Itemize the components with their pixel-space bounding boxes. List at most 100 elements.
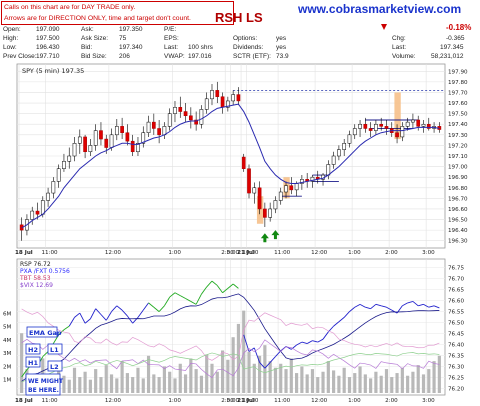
candle-body xyxy=(56,168,61,182)
rsp-segment xyxy=(74,312,81,318)
be-here-label: BE HERE. xyxy=(28,387,59,394)
x-tick-label: 18 Jul xyxy=(15,250,33,256)
volume-bar xyxy=(427,369,431,393)
volume-bar xyxy=(268,361,272,393)
bid-size-label: Bid Size: xyxy=(81,53,107,60)
volume-bar xyxy=(99,377,103,393)
candle-body xyxy=(352,128,357,136)
ask-size-label: Ask Size: xyxy=(81,35,109,42)
rsp-segment xyxy=(428,305,435,308)
rsp-segment xyxy=(121,309,128,317)
candle-body xyxy=(395,132,399,138)
candle-body xyxy=(167,113,172,127)
rsp-segment xyxy=(322,331,329,340)
candle-body xyxy=(294,183,299,191)
bid-value: 197.340 xyxy=(119,44,143,51)
rsp-segment xyxy=(275,350,282,357)
dividends-value: yes xyxy=(276,44,287,51)
price-y-axis: 197.90 197.80 197.70 197.60 197.50 197.40 197.… xyxy=(448,69,468,244)
candle-body xyxy=(278,191,283,201)
candle-body xyxy=(342,143,347,150)
volume-bar xyxy=(120,361,124,393)
rsp-segment xyxy=(381,305,387,308)
ticker-symbol: RSH LS xyxy=(215,10,263,25)
lower-y-tick: 76.25 xyxy=(448,376,464,382)
price-y-tick: 197.80 xyxy=(448,80,468,86)
rsp-segment xyxy=(84,318,91,324)
volume-bar xyxy=(384,369,389,393)
dividends-label: Dividends: xyxy=(233,44,264,51)
rsp-segment xyxy=(349,306,356,312)
volume-bar xyxy=(236,323,241,393)
volume-bar xyxy=(263,345,267,393)
x-tick-label: 12:00 xyxy=(311,398,328,404)
rsp-segment xyxy=(79,312,86,324)
ema-line xyxy=(21,103,440,229)
notice-box: Calls on this chart are for DAY TRADE on… xyxy=(1,1,234,25)
rsp-segment xyxy=(343,311,350,318)
lower-y-tick: 76.75 xyxy=(448,266,464,272)
vix-polyline xyxy=(21,338,440,379)
candle-body xyxy=(300,179,304,184)
candle-body xyxy=(384,126,389,129)
rsp-segment xyxy=(190,301,197,305)
price-y-tick: 196.60 xyxy=(448,207,468,213)
x-tick-label: 3:00 xyxy=(422,250,435,256)
x-tick-label: 3:00 xyxy=(227,398,240,404)
change-percent: -0.18% xyxy=(446,23,472,32)
volume-bar xyxy=(131,377,135,393)
rsp-segment xyxy=(153,306,160,312)
bid-size-value: 206 xyxy=(119,53,130,60)
rsp-segment xyxy=(206,280,213,288)
price-y-tick: 197.50 xyxy=(448,112,468,118)
ask-size-value: 75 xyxy=(119,35,127,42)
rsp-segment xyxy=(142,302,149,311)
rsp-segment xyxy=(63,325,70,331)
prev-close-label: Prev Close: xyxy=(3,53,37,60)
x-tick-label: 1:00 xyxy=(168,250,181,256)
volume-bar xyxy=(162,366,166,393)
h2-box xyxy=(25,343,41,355)
price-y-tick: 197.60 xyxy=(448,101,468,107)
candle-body xyxy=(210,90,214,100)
rsp-segment xyxy=(116,305,123,311)
volume-bar xyxy=(247,351,251,393)
price-y-tick: 197.00 xyxy=(448,165,468,171)
x-tick-label: 1:00 xyxy=(348,250,361,256)
candle-body xyxy=(72,143,77,157)
price-y-tick: 196.80 xyxy=(448,186,468,192)
volume-bar xyxy=(342,367,346,393)
volume-bar xyxy=(173,378,177,393)
x-tick-label: 2:00 xyxy=(221,250,234,256)
x-tick-label: 10:00 xyxy=(242,398,259,404)
notice-line-1: Calls on this chart are for DAY TRADE on… xyxy=(4,4,136,11)
volume-tick: 6M xyxy=(3,311,12,317)
low-label: Low: xyxy=(3,44,17,51)
price-y-tick: 197.40 xyxy=(448,122,468,128)
l1-label: L1 xyxy=(50,346,59,354)
vwap-value: 197.016 xyxy=(188,53,212,60)
rsp-segment xyxy=(185,298,192,302)
ema-polyline xyxy=(21,103,440,229)
candle-body xyxy=(83,136,87,153)
site-url[interactable]: www.cobrasmarketview.com xyxy=(298,2,462,16)
rsp-segment xyxy=(253,347,261,363)
candle-body xyxy=(93,130,98,146)
rsp-segment xyxy=(306,340,313,344)
candle-body xyxy=(310,176,315,182)
price-y-tick: 196.30 xyxy=(448,239,468,245)
rsp-segment xyxy=(338,317,345,323)
candle-body xyxy=(99,130,103,140)
x-tick-label: 2:00 xyxy=(385,398,398,404)
x-tick-label: 10:00 xyxy=(242,250,259,256)
candle-body xyxy=(400,126,405,138)
candle-body xyxy=(379,123,384,127)
candle-body xyxy=(46,192,50,201)
volume-bar xyxy=(141,378,145,393)
legend-tbt: TBT 58.53 xyxy=(19,275,51,282)
tbt-polyline xyxy=(21,308,440,361)
price-y-tick: 196.90 xyxy=(448,175,468,181)
green-arrow-icon xyxy=(260,233,269,243)
